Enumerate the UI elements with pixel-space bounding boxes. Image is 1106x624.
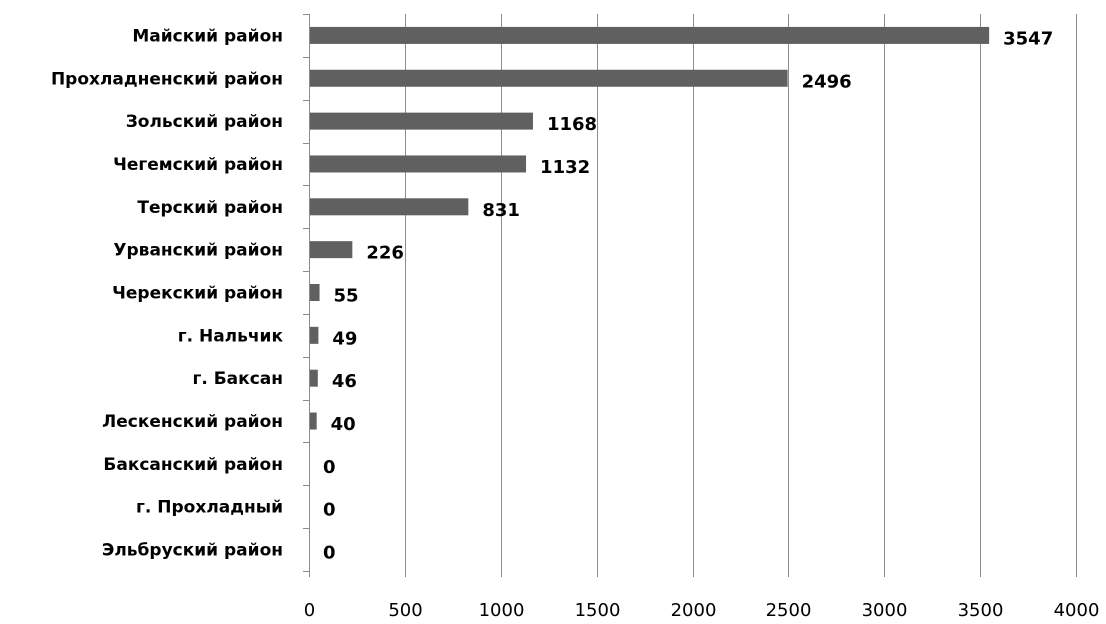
x-tick-labels: 0 500 1000 1500 2000 2500 3000 3500 4000 bbox=[304, 600, 1100, 621]
category-label: г. Баксан bbox=[192, 369, 283, 389]
category-label: Урванский район bbox=[113, 241, 283, 261]
x-tick-label: 0 bbox=[304, 600, 315, 621]
x-tick-label: 1500 bbox=[575, 600, 621, 621]
x-tick-label: 500 bbox=[388, 600, 422, 621]
axes bbox=[303, 14, 1077, 577]
x-tick-label: 3500 bbox=[958, 600, 1004, 621]
x-tick-label: 4000 bbox=[1054, 600, 1100, 621]
category-label: г. Нальчик bbox=[178, 326, 284, 346]
category-label: Зольский район bbox=[126, 112, 283, 132]
category-label: г. Прохладный bbox=[136, 498, 283, 518]
data-label: 1132 bbox=[540, 157, 590, 178]
category-label: Лескенский район bbox=[102, 412, 283, 432]
data-label: 831 bbox=[482, 200, 520, 221]
bar bbox=[310, 198, 469, 216]
data-label: 40 bbox=[331, 414, 356, 435]
data-label: 0 bbox=[323, 457, 336, 478]
bar bbox=[310, 69, 788, 87]
data-label: 226 bbox=[366, 243, 404, 264]
data-label: 46 bbox=[332, 371, 357, 392]
category-label: Терский район bbox=[137, 198, 283, 218]
x-tick-label: 1000 bbox=[479, 600, 525, 621]
data-label: 55 bbox=[334, 286, 359, 307]
bar bbox=[310, 369, 318, 387]
x-tick-label: 2500 bbox=[766, 600, 812, 621]
category-label: Баксанский район bbox=[103, 455, 283, 475]
bar bbox=[310, 326, 319, 344]
bar bbox=[310, 155, 527, 173]
data-label: 0 bbox=[323, 500, 336, 521]
bar bbox=[310, 241, 353, 259]
data-label: 1168 bbox=[547, 114, 597, 135]
data-label: 2496 bbox=[802, 71, 852, 92]
category-label: Прохладненский район bbox=[51, 69, 283, 89]
data-label: 3547 bbox=[1003, 28, 1053, 49]
category-label: Черекский район bbox=[112, 284, 283, 304]
bar bbox=[310, 26, 990, 44]
bar bbox=[310, 112, 533, 130]
gridlines bbox=[405, 14, 1077, 571]
data-label: 0 bbox=[323, 543, 336, 564]
bars bbox=[310, 26, 990, 430]
category-label: Майский район bbox=[132, 26, 283, 46]
bar bbox=[310, 284, 320, 301]
x-tick-label: 3000 bbox=[862, 600, 908, 621]
data-labels: 3547 2496 1168 1132 831 226 55 49 46 40 0 0 0 bbox=[323, 28, 1053, 563]
x-tick-label: 2000 bbox=[671, 600, 717, 621]
data-label: 49 bbox=[332, 328, 357, 349]
category-labels: Майский район Прохладненский район Зольски… bbox=[51, 26, 284, 560]
bar bbox=[310, 412, 317, 430]
category-label: Эльбруский район bbox=[102, 541, 283, 561]
category-label: Чегемский район bbox=[113, 155, 283, 175]
